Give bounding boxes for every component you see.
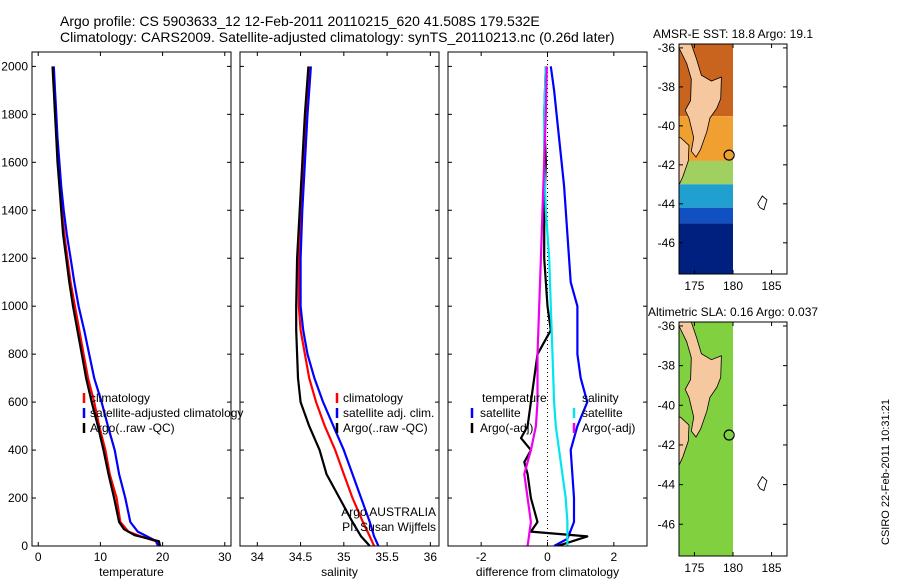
x-tick-label: 35.5 xyxy=(375,550,399,564)
series-line xyxy=(52,66,160,546)
x-axis-label: salinity xyxy=(321,565,358,579)
y-tick-label: -38 xyxy=(658,359,676,373)
series-line xyxy=(519,66,589,546)
y-tick-label: -40 xyxy=(658,119,676,133)
land-north-island xyxy=(679,322,722,438)
y-tick-label: -38 xyxy=(658,80,676,94)
y-tick-label: 1800 xyxy=(1,107,28,121)
legend-label: Argo(..raw -QC) xyxy=(90,421,175,435)
legend-label: Argo(..raw -QC) xyxy=(343,421,428,435)
y-tick-label: -36 xyxy=(658,41,676,55)
x-tick-label: 36 xyxy=(424,550,438,564)
y-tick-label: 1200 xyxy=(1,251,28,265)
x-tick-label: 180 xyxy=(723,279,743,293)
argo-position-marker xyxy=(723,149,735,161)
sla-map: -36 -38 -40 -42 -44 -46 175 180 185 Altimetric SL… xyxy=(648,305,818,575)
map-field xyxy=(679,322,733,556)
x-tick-label: 185 xyxy=(762,279,782,293)
x-axis-label: temperature xyxy=(99,565,164,579)
series-line xyxy=(549,66,589,546)
land-north-island xyxy=(679,44,722,158)
x-tick-label: 0 xyxy=(35,550,42,564)
y-tick-label: -46 xyxy=(658,517,676,531)
plot-frame xyxy=(239,51,440,547)
x-axis-label: difference from climatology xyxy=(476,565,619,579)
series-line xyxy=(295,66,371,546)
x-tick-label: 185 xyxy=(762,561,782,575)
chatham-islands xyxy=(757,476,768,492)
y-tick-label: -46 xyxy=(658,236,676,250)
legend-label: satellite-adjusted climatology xyxy=(90,406,243,420)
x-tick-label: 35 xyxy=(337,550,351,564)
map-title: AMSR-E SST: 18.8 Argo: 19.1 xyxy=(653,27,813,41)
map-band xyxy=(679,223,733,274)
chatham-islands xyxy=(757,195,768,211)
y-tick-label: 600 xyxy=(8,395,28,409)
salinity-profile: 34 34.5 35 35.5 36 salinity climatologysatelli… xyxy=(239,51,440,579)
figure-title-line1: Argo profile: CS 5903633_12 12-Feb-2011 … xyxy=(60,13,540,29)
map-band xyxy=(679,184,733,208)
plot-frame xyxy=(31,51,232,547)
y-tick-label: -40 xyxy=(658,398,676,412)
annotation-line1: Argo AUSTRALIA xyxy=(341,505,436,519)
y-tick-label: 200 xyxy=(8,491,28,505)
y-tick-label: 1000 xyxy=(1,299,28,313)
sst-map: -36 -38 -40 -42 -44 -46 175 180 185 AMSR-E SST: 1… xyxy=(653,27,813,293)
series-line xyxy=(51,66,162,546)
x-tick-label: 34 xyxy=(251,550,265,564)
series-group xyxy=(519,52,589,546)
temperature-profile: 0 10 20 30 0 200 400 600 800 1000 1200 1400 1600 1800… xyxy=(1,51,243,579)
annotation-line2: PI: Susan Wijffels xyxy=(342,520,436,534)
map-band xyxy=(679,207,733,224)
y-tick-label: -42 xyxy=(658,158,676,172)
legend-label: climatology xyxy=(90,391,150,405)
legend-label: satellite xyxy=(480,406,521,420)
x-tick-label: 34.5 xyxy=(289,550,313,564)
map-field xyxy=(679,44,733,274)
legend-group-title: temperature xyxy=(482,391,547,405)
figure-title-line2: Climatology: CARS2009. Satellite-adjuste… xyxy=(60,29,615,45)
series-line xyxy=(297,66,376,546)
x-tick-label: 175 xyxy=(684,279,704,293)
x-tick-label: 10 xyxy=(94,550,108,564)
legend-label: climatology xyxy=(343,391,403,405)
legend-label: Argo(-adj) xyxy=(582,421,635,435)
y-tick-label: -44 xyxy=(658,197,676,211)
y-tick-label: 1600 xyxy=(1,155,28,169)
legend-label: satellite xyxy=(582,406,623,420)
map-band xyxy=(679,160,733,185)
y-tick-label: 0 xyxy=(21,539,28,553)
legend-label: Argo(-adj) xyxy=(480,421,533,435)
x-tick-label: 175 xyxy=(684,561,704,575)
series-group xyxy=(51,66,162,546)
legend-label: satellite adj. clim. xyxy=(343,406,434,420)
series-group xyxy=(295,66,380,546)
argo-position-marker xyxy=(723,429,735,441)
land-south-island xyxy=(679,137,690,208)
series-line xyxy=(299,66,380,546)
y-tick-label: 2000 xyxy=(1,59,28,73)
series-line xyxy=(52,66,160,546)
x-tick-label: 30 xyxy=(218,550,232,564)
legend: temperaturesatelliteArgo(-adj)salinitysa… xyxy=(470,391,635,435)
map-title: Altimetric SLA: 0.16 Argo: 0.037 xyxy=(648,305,818,319)
y-tick-label: 1400 xyxy=(1,203,28,217)
x-tick-label: 2 xyxy=(610,550,617,564)
x-tick-label: 0 xyxy=(544,550,551,564)
series-line xyxy=(523,66,548,546)
y-tick-label: 800 xyxy=(8,347,28,361)
y-tick-label: -42 xyxy=(658,438,676,452)
x-tick-label: 20 xyxy=(156,550,170,564)
y-tick-label: -44 xyxy=(658,478,676,492)
legend-group-title: salinity xyxy=(582,391,619,405)
x-tick-label: 180 xyxy=(723,561,743,575)
land-south-island xyxy=(679,416,690,489)
y-tick-label: -36 xyxy=(658,319,676,333)
y-tick-label: 400 xyxy=(8,443,28,457)
x-tick-label: -2 xyxy=(476,550,487,564)
